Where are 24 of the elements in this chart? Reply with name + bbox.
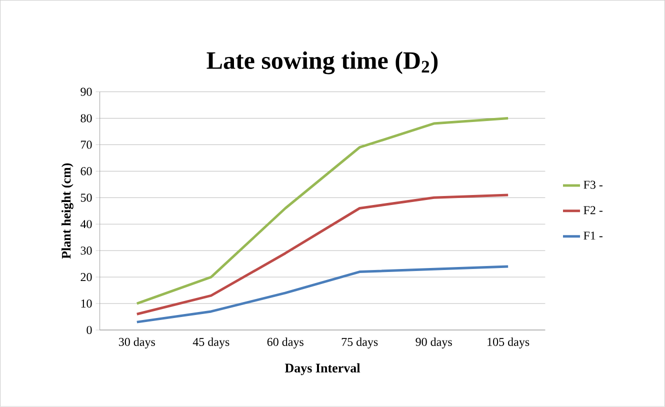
x-axis-title: Days Interval — [284, 363, 360, 376]
legend-label: F1 - — [584, 232, 603, 240]
y-tick-label: 90 — [80, 88, 92, 96]
y-tick-label: 10 — [81, 300, 92, 308]
x-tick-label: 45 days — [192, 338, 230, 349]
legend-label: F3 - — [584, 180, 603, 189]
x-tick-label: 90 days — [416, 338, 452, 349]
chart-title: Late sowing time (D$_{2}$) — [206, 52, 438, 74]
y-axis-title: Plant height (cm) — [62, 164, 74, 259]
y-tick-label: 80 — [80, 114, 92, 122]
line-series — [136, 117, 510, 305]
line-series — [136, 194, 510, 316]
y-tick-label: 50 — [80, 194, 92, 202]
y-tick-label: 70 — [81, 140, 92, 149]
y-tick-label: 40 — [80, 220, 92, 228]
y-tick-label: 30 — [80, 246, 92, 255]
x-tick-label: 75 days — [342, 338, 378, 349]
y-tick-label: 60 — [80, 167, 92, 176]
x-tick-label: 30 days — [118, 338, 155, 349]
x-tick-label: 60 days — [267, 338, 304, 349]
y-tick-label: 0 — [86, 326, 92, 334]
y-tick-label: 20 — [80, 273, 92, 282]
legend-label: F2 - — [584, 206, 603, 214]
x-tick-label: 105 days — [488, 338, 530, 349]
